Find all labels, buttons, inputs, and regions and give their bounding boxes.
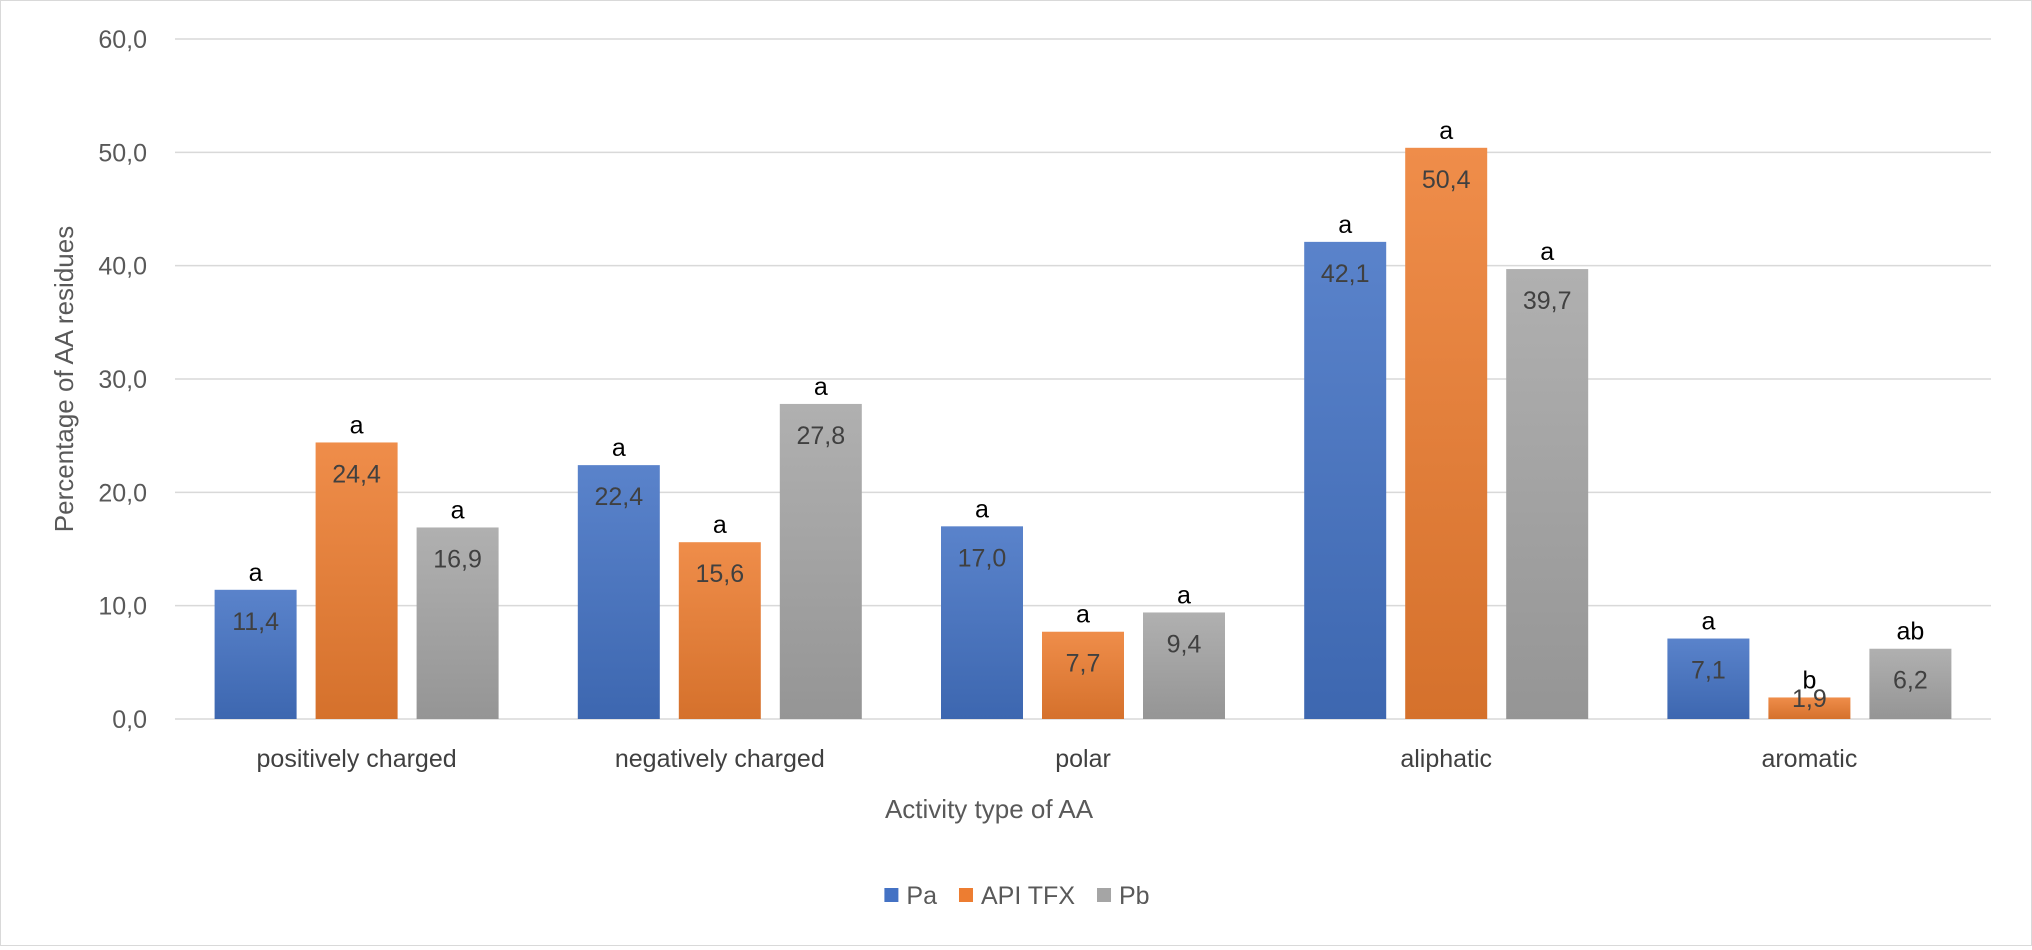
- significance-label: a: [1076, 601, 1090, 629]
- legend-label: API TFX: [981, 882, 1075, 910]
- legend-swatch: [958, 888, 973, 902]
- bar-pa: [214, 589, 297, 719]
- legend-item: API TFX: [958, 882, 1075, 910]
- y-tick-label: 20,0: [98, 479, 147, 507]
- significance-label: a: [713, 511, 727, 539]
- y-tick-label: 0,0: [112, 706, 147, 734]
- bar-api-tfx: [1768, 697, 1851, 719]
- bar-pb: [1506, 269, 1589, 719]
- bars: [214, 147, 1952, 720]
- legend-item: Pa: [884, 882, 937, 910]
- data-label: 11,4: [232, 608, 279, 636]
- significance-label: a: [1439, 117, 1453, 145]
- data-label: 1,9: [1792, 685, 1827, 713]
- data-label: 15,6: [695, 560, 744, 588]
- x-category-label: positively charged: [257, 745, 457, 773]
- data-label: 42,1: [1321, 260, 1370, 288]
- significance-label: a: [1701, 608, 1715, 636]
- x-category-label: aromatic: [1761, 745, 1857, 773]
- data-label: 22,4: [594, 483, 643, 511]
- legend-item: Pb: [1097, 882, 1150, 910]
- y-tick-label: 40,0: [98, 253, 147, 281]
- data-label: 17,0: [958, 544, 1007, 572]
- significance-label: b: [1802, 666, 1816, 694]
- y-axis-title: Percentage of AA residues: [49, 226, 79, 532]
- data-label: 16,9: [433, 545, 482, 573]
- legend-swatch: [884, 888, 899, 902]
- data-label: 39,7: [1523, 287, 1572, 315]
- significance-label: ab: [1896, 618, 1924, 646]
- x-axis-title: Activity type of AA: [885, 794, 1094, 824]
- x-category-label: polar: [1055, 745, 1111, 773]
- data-label: 9,4: [1167, 630, 1202, 658]
- x-category-label: aliphatic: [1400, 745, 1492, 773]
- bar-api-tfx: [678, 542, 761, 719]
- significance-label: a: [451, 496, 465, 524]
- x-category-label: negatively charged: [615, 745, 825, 773]
- y-tick-label: 60,0: [98, 26, 147, 54]
- data-labels: 11,4 a 24,4 a 16,9 a 22,4 a 15,6 a 27,8 a 17,0 a 7,7 a 9…: [232, 117, 1928, 713]
- bar-api-tfx: [1405, 147, 1488, 720]
- bar-pb: [779, 403, 862, 719]
- legend: Pa API TFX Pb: [884, 882, 1150, 910]
- legend-label: Pa: [906, 882, 937, 910]
- y-axis-ticks: 0,0 10,0 20,0 30,0 40,0 50,0 60,0: [98, 26, 147, 734]
- data-label: 24,4: [332, 460, 381, 488]
- bar-pa: [1304, 241, 1387, 719]
- bar-pb: [1143, 612, 1225, 719]
- bar-pb: [416, 527, 499, 719]
- data-label: 50,4: [1422, 166, 1471, 194]
- data-label: 6,2: [1893, 667, 1928, 695]
- significance-label: a: [814, 373, 828, 401]
- bar-api-tfx: [315, 442, 398, 719]
- data-label: 7,7: [1066, 650, 1101, 678]
- significance-label: a: [612, 434, 626, 462]
- significance-label: a: [1177, 581, 1191, 609]
- significance-label: a: [1540, 238, 1554, 266]
- legend-label: Pb: [1119, 882, 1150, 910]
- significance-label: a: [1338, 211, 1352, 239]
- bar-pa: [1667, 638, 1750, 719]
- bar-pa: [941, 526, 1023, 719]
- significance-label: a: [975, 495, 989, 523]
- significance-label: a: [350, 411, 364, 439]
- y-tick-label: 30,0: [98, 366, 147, 394]
- data-label: 7,1: [1691, 657, 1726, 685]
- x-axis-categories: positively charged negatively charged pola…: [257, 745, 1858, 773]
- data-label: 27,8: [796, 422, 845, 450]
- significance-label: a: [249, 559, 263, 587]
- bar-pa: [577, 465, 660, 719]
- y-tick-label: 50,0: [98, 139, 147, 167]
- bar-api-tfx: [1042, 631, 1124, 719]
- legend-swatch: [1097, 888, 1112, 902]
- bar-pb: [1869, 648, 1952, 719]
- y-tick-label: 10,0: [98, 593, 147, 621]
